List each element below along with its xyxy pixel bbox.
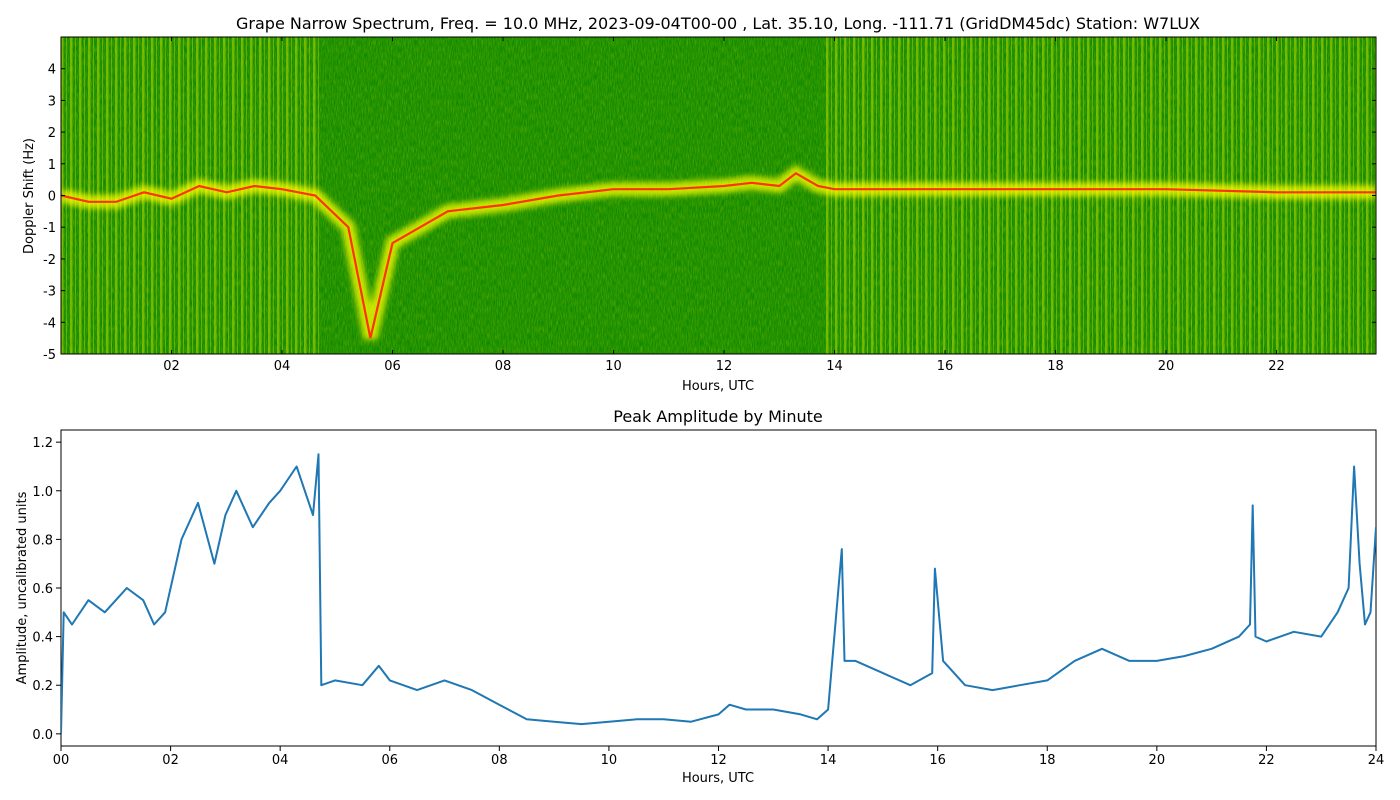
amplitude-x-tick-label: 24 <box>1368 753 1385 768</box>
amplitude-x-ticks: 00 02 04 06 08 10 12 14 16 18 20 22 24 <box>53 746 1385 768</box>
spectrogram-y-tick-label: -2 <box>43 253 56 268</box>
spectrogram-y-tick-label: 0 <box>48 190 56 205</box>
amplitude-y-tick-label: 0.4 <box>32 631 53 646</box>
amplitude-y-label: Amplitude, uncalibrated units <box>15 491 30 684</box>
amplitude-x-tick-label: 06 <box>381 753 398 768</box>
spectrogram-x-tick-label: 20 <box>1158 359 1175 374</box>
amplitude-x-tick-label: 00 <box>53 753 70 768</box>
spectrogram-title: Grape Narrow Spectrum, Freq. = 10.0 MHz,… <box>236 14 1200 33</box>
spectrogram-y-ticks: -5 -4 -3 -2 -1 0 1 2 3 4 <box>43 63 1376 363</box>
spectrogram-x-tick-label: 12 <box>716 359 733 374</box>
spectrogram-x-tick-label: 18 <box>1047 359 1064 374</box>
spectrogram-x-tick-label: 04 <box>274 359 291 374</box>
amplitude-x-tick-label: 04 <box>272 753 289 768</box>
amplitude-y-tick-label: 0.0 <box>32 728 53 743</box>
amplitude-x-tick-label: 20 <box>1149 753 1166 768</box>
spectrogram-panel: Grape Narrow Spectrum, Freq. = 10.0 MHz,… <box>22 14 1377 394</box>
spectrogram-y-tick-label: 1 <box>48 158 56 173</box>
amplitude-x-tick-label: 10 <box>601 753 618 768</box>
spectrogram-x-tick-label: 02 <box>163 359 180 374</box>
spectrogram-y-tick-label: 4 <box>48 63 56 78</box>
amplitude-series-line <box>61 453 1376 734</box>
amplitude-x-tick-label: 08 <box>491 753 508 768</box>
amplitude-x-tick-label: 16 <box>929 753 946 768</box>
amplitude-title: Peak Amplitude by Minute <box>613 407 823 426</box>
spectrogram-x-tick-label: 08 <box>495 359 512 374</box>
amplitude-x-tick-label: 14 <box>820 753 837 768</box>
spectrogram-y-tick-label: 3 <box>48 94 56 109</box>
spectrogram-x-tick-label: 10 <box>605 359 622 374</box>
amplitude-plot-area <box>60 429 1377 747</box>
spectrogram-x-tick-label: 22 <box>1268 359 1285 374</box>
spectrogram-x-tick-label: 06 <box>384 359 401 374</box>
spectrogram-x-label: Hours, UTC <box>682 379 754 394</box>
amplitude-y-tick-label: 0.6 <box>32 582 53 597</box>
spectrogram-y-tick-label: -4 <box>43 316 56 331</box>
amplitude-panel: Peak Amplitude by Minute 00 02 04 06 08 10 12 1… <box>15 407 1384 786</box>
amplitude-x-tick-label: 22 <box>1258 753 1275 768</box>
spectrogram-x-ticks: 02 04 06 08 10 12 14 16 18 20 22 <box>163 37 1285 374</box>
amplitude-x-tick-label: 18 <box>1039 753 1056 768</box>
amplitude-y-ticks: 0.0 0.2 0.4 0.6 0.8 1.0 1.2 <box>32 436 61 743</box>
spectrogram-y-tick-label: -3 <box>43 285 56 300</box>
spectrogram-x-tick-label: 16 <box>937 359 954 374</box>
spectrogram-y-tick-label: -1 <box>43 221 56 236</box>
spectrogram-y-label: Doppler Shift (Hz) <box>22 138 37 254</box>
amplitude-y-tick-label: 0.8 <box>32 533 53 548</box>
amplitude-x-label: Hours, UTC <box>682 771 754 786</box>
amplitude-y-tick-label: 1.2 <box>32 436 53 451</box>
amplitude-y-tick-label: 1.0 <box>32 485 53 500</box>
spectrogram-plot-area <box>61 37 1376 354</box>
doppler-trace <box>61 171 1376 339</box>
amplitude-x-tick-label: 12 <box>710 753 727 768</box>
amplitude-x-tick-label: 02 <box>162 753 179 768</box>
spectrogram-x-tick-label: 14 <box>826 359 843 374</box>
spectrogram-y-tick-label: 2 <box>48 126 56 141</box>
amplitude-y-tick-label: 0.2 <box>32 679 53 694</box>
spectrogram-y-tick-label: -5 <box>43 348 56 363</box>
